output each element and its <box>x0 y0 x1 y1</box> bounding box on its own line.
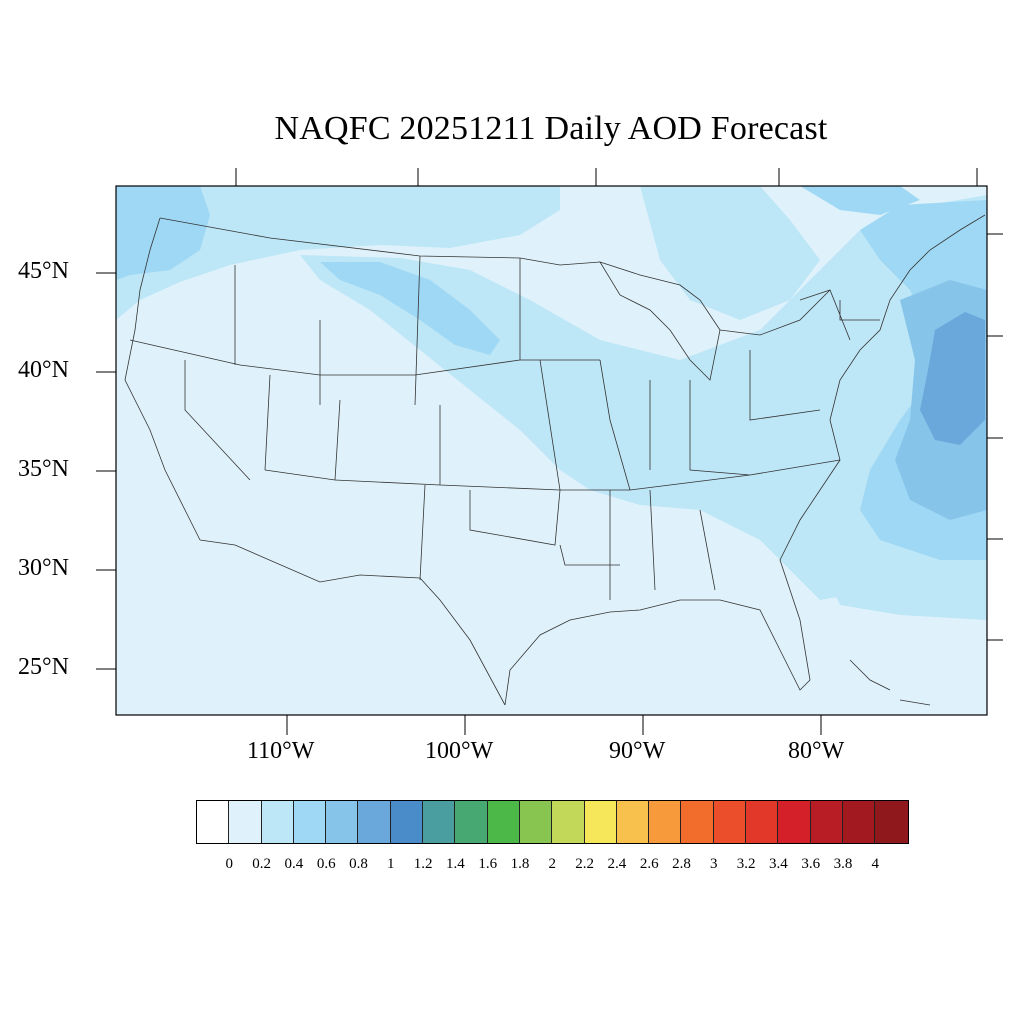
lat-label-35: 35°N <box>18 456 69 482</box>
colorbar-swatch <box>842 801 876 843</box>
colorbar-tick-label: 3.2 <box>736 856 756 872</box>
colorbar-swatch <box>229 801 262 843</box>
lon-label-100: 100°W <box>425 738 494 764</box>
colorbar-swatch <box>552 801 585 843</box>
colorbar <box>196 800 909 844</box>
colorbar-tick-label: 1.2 <box>413 856 433 872</box>
colorbar-swatch <box>358 801 391 843</box>
colorbar-tick-label: 3 <box>710 856 718 872</box>
colorbar-tick-label: 1.8 <box>510 856 530 872</box>
colorbar-tick-label: 4 <box>871 856 880 872</box>
colorbar-tick-label: 2.4 <box>607 856 627 872</box>
aod-band-northcentral <box>640 186 820 320</box>
map-frame <box>115 185 988 716</box>
colorbar-swatch <box>746 801 779 843</box>
map-title: NAQFC 20251211 Daily AOD Forecast <box>274 110 828 147</box>
aod-band-plains <box>300 195 987 600</box>
colorbar-swatch <box>519 801 553 843</box>
lon-ticks <box>235 168 978 735</box>
lon-label-80: 80°W <box>788 738 845 764</box>
aod-contour-fills <box>116 186 987 620</box>
colorbar-swatch <box>584 801 617 843</box>
colorbar-tick-label: 3.8 <box>833 856 853 872</box>
colorbar-swatch <box>875 801 908 843</box>
colorbar-swatch <box>681 801 714 843</box>
colorbar-tick-label: 3.4 <box>769 856 788 872</box>
colorbar-tick-label: 1.6 <box>478 856 498 872</box>
aod-band-wa-coast <box>116 186 210 280</box>
aod-band-atlantic-core <box>920 312 985 445</box>
colorbar-tick-label: 2.8 <box>672 856 691 872</box>
colorbar-swatch <box>713 801 747 843</box>
colorbar-tick-label: 0.2 <box>252 856 271 872</box>
aod-band-northwest <box>116 186 560 320</box>
colorbar-swatch <box>487 801 520 843</box>
colorbar-swatch <box>778 801 811 843</box>
state-boundaries <box>124 214 986 706</box>
aod-band-montana <box>320 262 500 355</box>
lon-label-90: 90°W <box>609 738 666 764</box>
colorbar-swatch <box>810 801 843 843</box>
colorbar-swatch <box>197 801 230 843</box>
lat-label-30: 30°N <box>18 555 69 581</box>
colorbar-swatch <box>455 801 488 843</box>
colorbar-tick-label: 0.4 <box>284 856 304 872</box>
colorbar-swatch <box>261 801 294 843</box>
lon-label-110: 110°W <box>247 738 315 764</box>
aod-band-ocean-east <box>800 186 920 215</box>
lat-label-25: 25°N <box>18 654 69 680</box>
colorbar-tick-label: 2.6 <box>639 856 659 872</box>
colorbar-tick-label: 1 <box>387 856 395 872</box>
colorbar-tick-label: 1.4 <box>446 856 465 872</box>
colorbar-tick-label: 0.6 <box>316 856 336 872</box>
lat-label-40: 40°N <box>18 357 69 383</box>
colorbar-tick-label: 2 <box>548 856 557 872</box>
lat-label-45: 45°N <box>18 258 69 284</box>
colorbar-tick-label: 2.2 <box>575 856 594 872</box>
colorbar-swatch <box>390 801 424 843</box>
lat-ticks <box>96 233 1003 670</box>
colorbar-swatch <box>649 801 682 843</box>
colorbar-swatch <box>293 801 327 843</box>
colorbar-swatch <box>616 801 650 843</box>
colorbar-tick-label: 0.8 <box>349 856 368 872</box>
colorbar-swatch <box>326 801 359 843</box>
colorbar-swatch <box>423 801 456 843</box>
colorbar-tick-label: 0 <box>225 856 234 872</box>
colorbar-tick-label: 3.6 <box>801 856 821 872</box>
